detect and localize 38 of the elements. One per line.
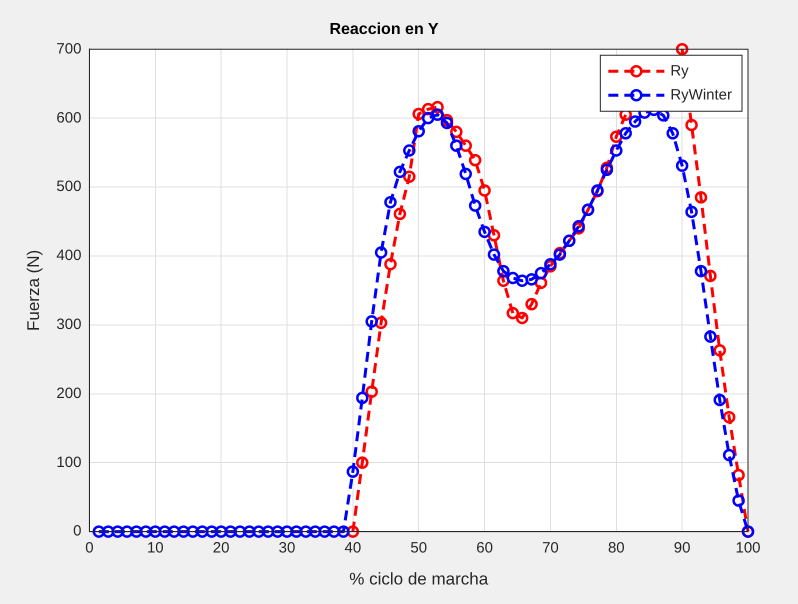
y-tick-label: 400 <box>56 247 82 264</box>
y-tick-label: 300 <box>56 316 82 333</box>
legend-label: Ry <box>670 62 690 80</box>
x-tick-label: 80 <box>608 540 625 557</box>
point <box>394 208 406 220</box>
point <box>685 118 698 132</box>
y-tick-label: 100 <box>56 454 82 471</box>
x-tick-label: 60 <box>476 540 493 557</box>
x-tick-label: 90 <box>674 540 690 557</box>
y-tick-label: 700 <box>56 40 82 58</box>
legend-label: RyWinter <box>670 86 732 104</box>
x-tick-label: 70 <box>542 540 559 557</box>
point <box>722 410 736 424</box>
x-tick-label: 40 <box>344 540 362 557</box>
y-tick-label: 600 <box>56 109 82 126</box>
point <box>356 456 369 469</box>
x-tick-label: 10 <box>146 540 164 557</box>
y-tick-label: 500 <box>56 178 82 196</box>
y-tick-label: 200 <box>56 384 82 402</box>
x-tick-label: 100 <box>735 540 761 557</box>
y-tick-label: 0 <box>73 522 82 540</box>
x-tick-label: 0 <box>85 540 94 557</box>
point <box>516 312 528 324</box>
point <box>506 306 520 320</box>
point <box>478 184 491 197</box>
x-tick-label: 20 <box>212 540 230 557</box>
y-axis-title: Fuerza (N) <box>24 250 43 332</box>
point <box>676 42 688 56</box>
x-tick-label: 50 <box>410 540 428 557</box>
point <box>713 344 726 357</box>
point <box>365 385 378 398</box>
x-axis-title: % ciclo de marcha <box>349 569 489 588</box>
point <box>694 191 708 204</box>
point <box>468 154 482 166</box>
x-tick-label: 30 <box>278 540 296 557</box>
point <box>384 258 397 270</box>
chart-title: Reaccion en Y <box>329 21 439 38</box>
point <box>525 298 538 310</box>
